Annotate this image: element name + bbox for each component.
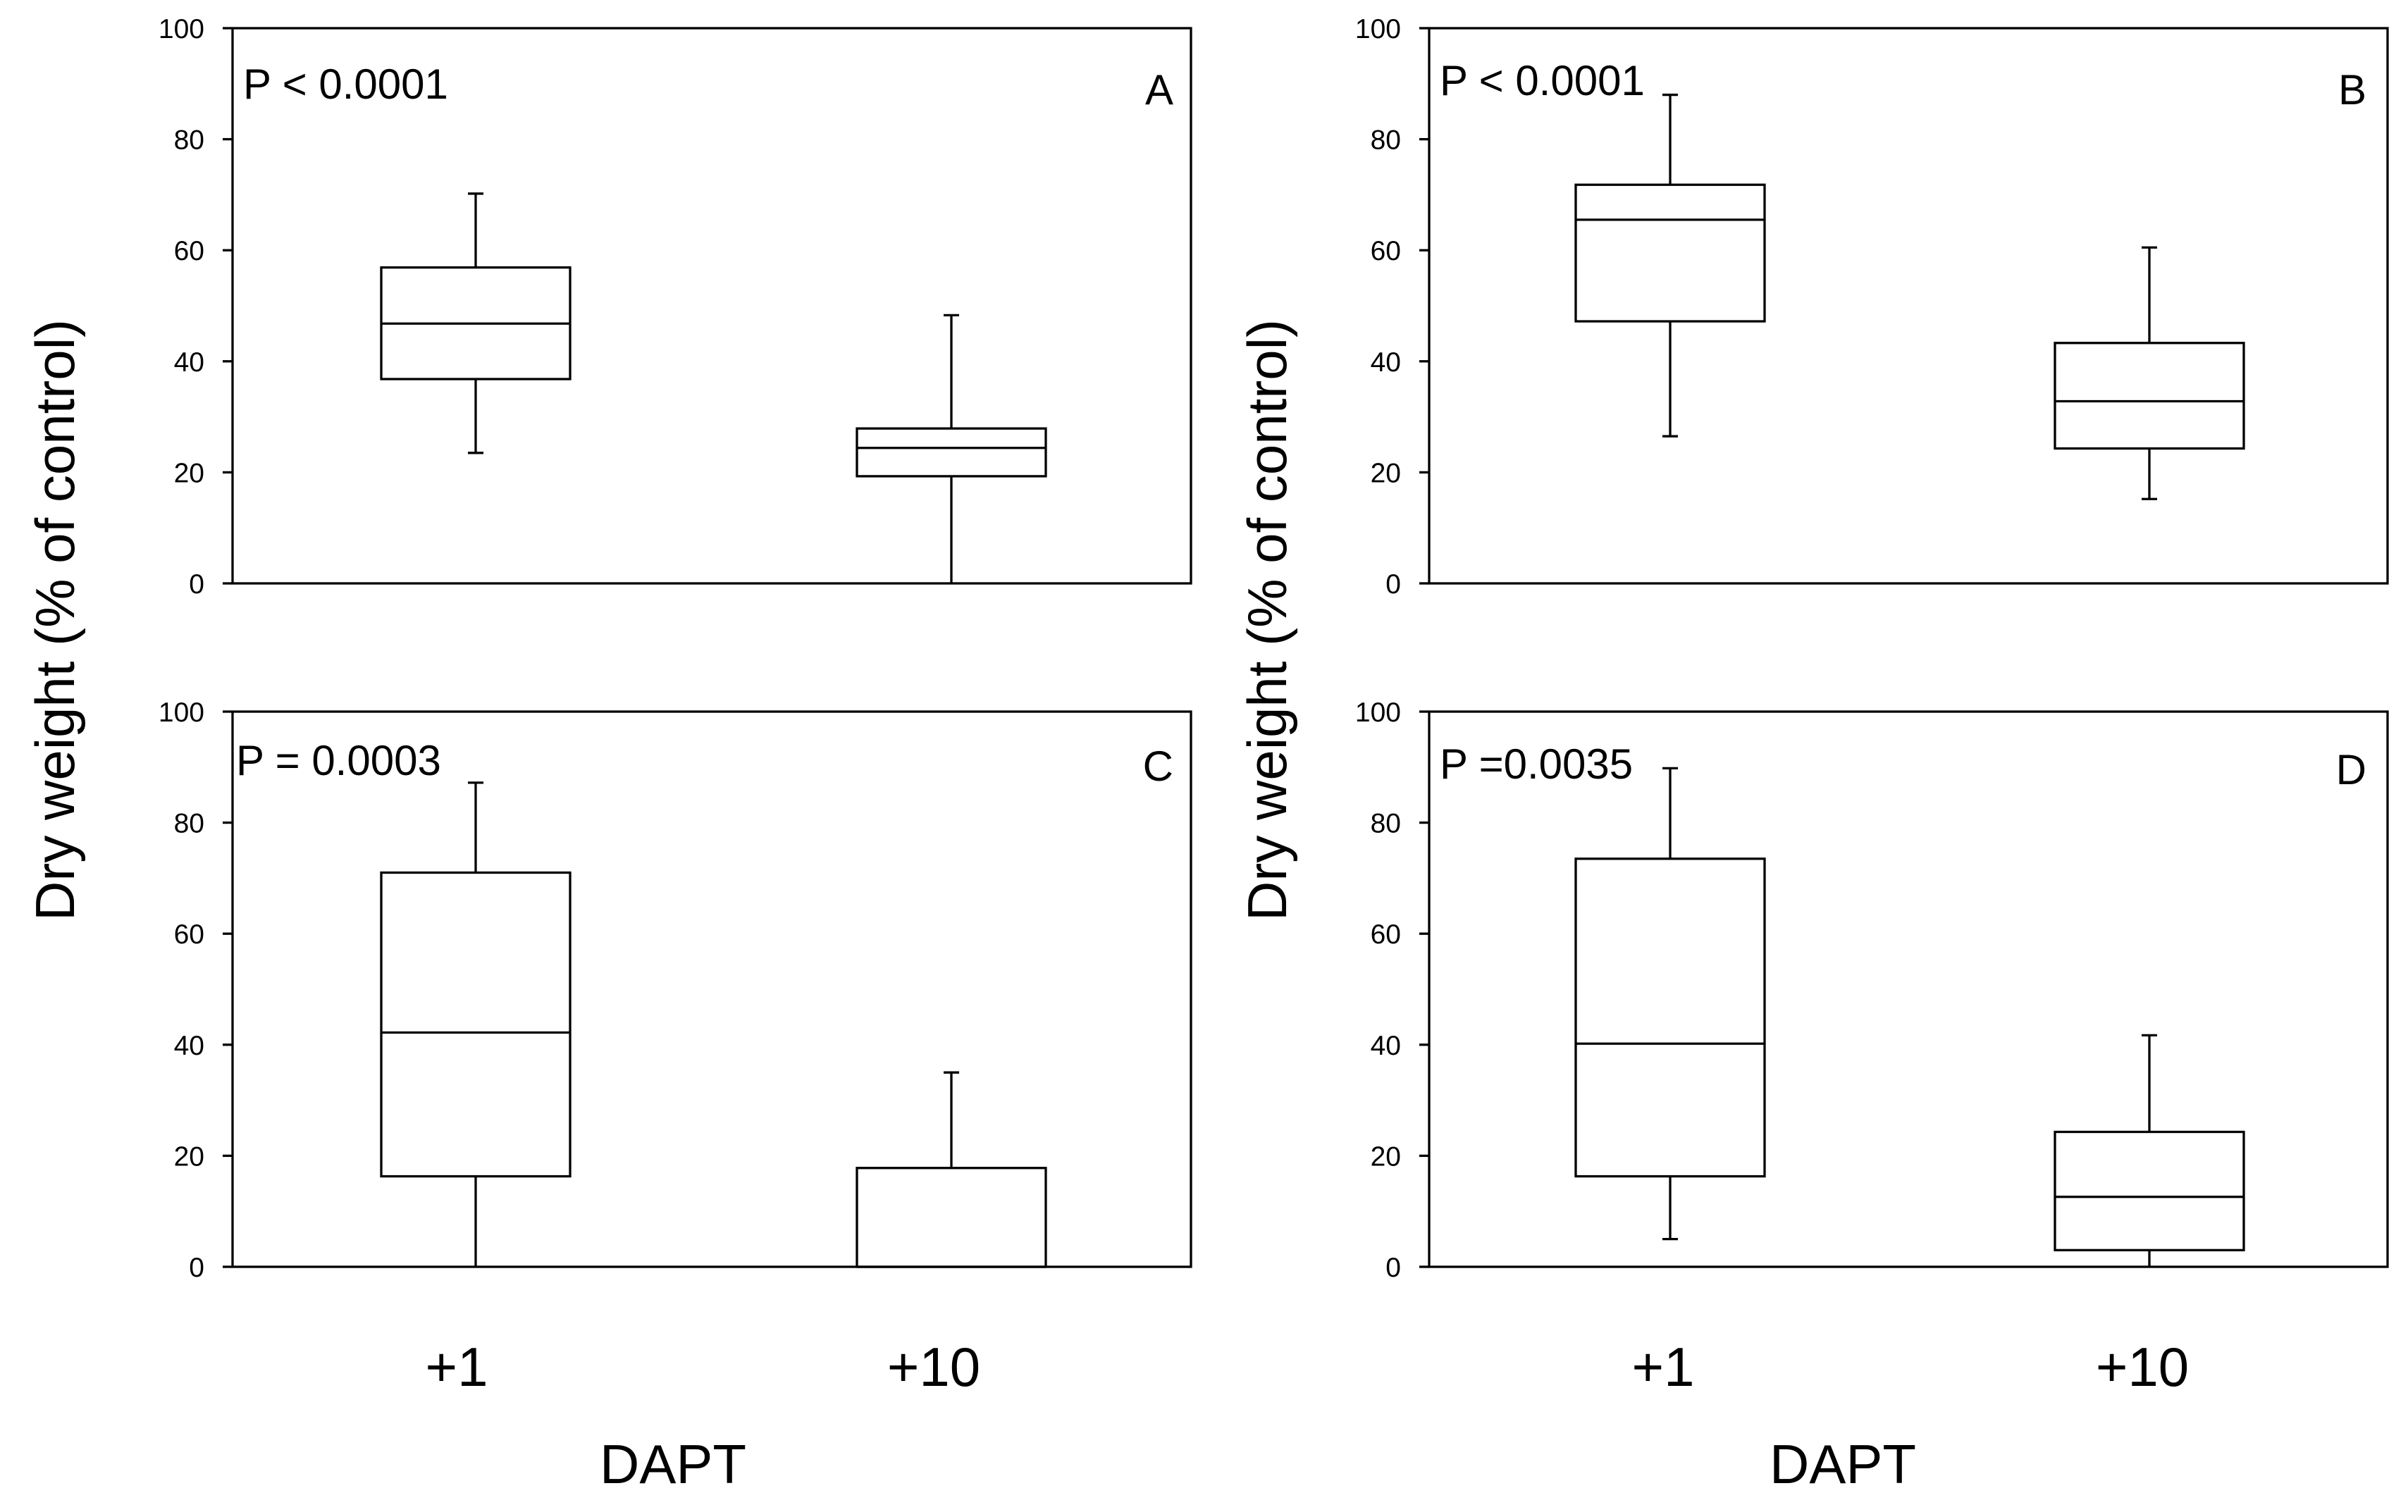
y-tick-label: 60 (1371, 919, 1401, 950)
y-tick-label: 80 (174, 125, 204, 156)
x-axis-title-right: DAPT (1770, 1433, 1916, 1495)
plot-frame (1428, 710, 2389, 1268)
y-tick-label: 20 (174, 1141, 204, 1172)
box-body (856, 427, 1047, 478)
x-category-label: +1 (1632, 1336, 1695, 1398)
box-body (1574, 857, 1766, 1178)
box-plus-1 (380, 781, 572, 1267)
y-tick-label: 60 (1371, 236, 1401, 266)
y-tick-label: 40 (1371, 347, 1401, 378)
plot-frame (1428, 27, 2389, 585)
box-body (2054, 1130, 2245, 1252)
y-tick-label: 20 (174, 458, 204, 488)
box-plus-10 (2054, 246, 2245, 500)
y-tick-label: 0 (1385, 1253, 1401, 1283)
y-tick-label: 100 (159, 14, 204, 44)
panel-c: 0 20 40 60 80 100 P = 0.0003 C (159, 698, 1192, 1283)
y-tick-label: 0 (189, 569, 204, 600)
box-plus-10 (856, 314, 1047, 583)
box-plus-1 (1574, 93, 1766, 438)
plot-frame (231, 710, 1192, 1268)
plot-frame (231, 27, 1192, 585)
panel-d: 0 20 40 60 80 100 P =0.0035 D (1355, 698, 2389, 1283)
p-value-label: P =0.0035 (1440, 740, 1633, 788)
box-body (2054, 342, 2245, 450)
x-axis-title-left: DAPT (600, 1433, 746, 1495)
box-plus-10 (2054, 1034, 2245, 1267)
y-tick-label: 40 (174, 1031, 204, 1061)
panel-letter: A (1145, 66, 1173, 113)
p-value-label: P < 0.0001 (243, 61, 448, 108)
y-tick-label: 40 (1371, 1031, 1401, 1061)
y-tick-label: 100 (159, 698, 204, 728)
panel-letter: C (1143, 743, 1173, 790)
y-axis-title-left: Dry weight (% of control) (24, 319, 86, 921)
y-tick-label: 20 (1371, 1141, 1401, 1172)
y-tick-label: 100 (1355, 698, 1401, 728)
panel-b: 0 20 40 60 80 100 P < 0.0001 B (1355, 14, 2389, 600)
panel-letter: D (2336, 746, 2366, 793)
y-tick-label: 100 (1355, 14, 1401, 44)
x-category-label: +10 (887, 1336, 980, 1398)
x-category-label: +1 (426, 1336, 488, 1398)
p-value-label: P = 0.0003 (236, 737, 441, 784)
y-tick-label: 20 (1371, 458, 1401, 488)
box-plus-1 (1574, 767, 1766, 1241)
y-tick-label: 80 (174, 809, 204, 839)
box-plus-1 (380, 192, 572, 454)
y-tick-label: 80 (1371, 125, 1401, 156)
panel-letter: B (2338, 66, 2366, 113)
y-tick-label: 80 (1371, 809, 1401, 839)
p-value-label: P < 0.0001 (1440, 57, 1645, 104)
box-body (856, 1167, 1047, 1268)
box-plus-10 (856, 1071, 1047, 1268)
y-tick-label: 0 (189, 1253, 204, 1283)
box-body (1574, 183, 1766, 323)
y-tick-label: 60 (174, 919, 204, 950)
y-axis-title-right: Dry weight (% of control) (1236, 319, 1298, 921)
box-body (380, 871, 572, 1178)
y-tick-label: 60 (174, 236, 204, 266)
panel-a: 0 20 40 60 80 100 P < 0.0001 A (159, 14, 1192, 600)
y-tick-label: 0 (1385, 569, 1401, 600)
x-category-label: +10 (2096, 1336, 2189, 1398)
y-tick-label: 40 (174, 347, 204, 378)
